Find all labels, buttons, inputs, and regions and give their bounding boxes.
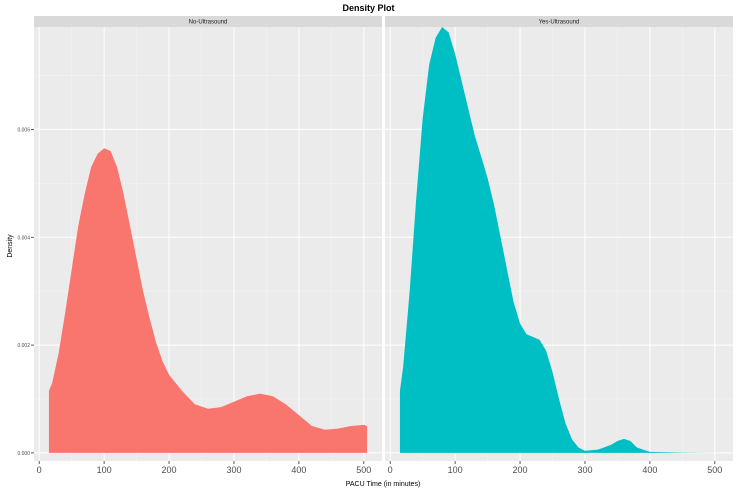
strip-label: Yes-Ultrasound (539, 20, 580, 26)
density-area (48, 148, 368, 453)
x-tick-label: 200 (162, 465, 177, 475)
x-axis-title: PACU Time (in minutes) (346, 481, 421, 488)
x-tick-label: 400 (291, 465, 306, 475)
strip-background (385, 16, 733, 27)
x-tick-label: 500 (356, 465, 371, 475)
panel-yes-ultrasound: Yes-Ultrasound 0 100 200 300 400 500 (385, 16, 733, 475)
y-tick-label: 0.000 (17, 451, 30, 457)
x-tick-label: 0 (37, 465, 42, 475)
panels: No-Ultrasound 0 100 200 300 400 500 0.000 0.002 0… (17, 16, 733, 475)
y-tick-label: 0.002 (17, 343, 30, 349)
y-tick-label: 0.004 (17, 235, 30, 241)
strip-label: No-Ultrasound (189, 20, 228, 26)
x-tick-label: 0 (388, 465, 393, 475)
x-tick-label: 100 (97, 465, 112, 475)
panel-no-ultrasound: No-Ultrasound 0 100 200 300 400 500 0.000 0.002 0… (17, 16, 382, 475)
chart-title: Density Plot (342, 3, 394, 13)
density-area (399, 27, 719, 453)
x-tick-label: 300 (577, 465, 592, 475)
x-tick-label: 100 (448, 465, 463, 475)
y-axis-title: Density (7, 234, 14, 258)
x-tick-label: 200 (513, 465, 528, 475)
y-tick-label: 0.006 (17, 127, 30, 133)
x-tick-label: 300 (226, 465, 241, 475)
x-tick-label: 500 (707, 465, 722, 475)
strip-background (34, 16, 382, 27)
x-tick-label: 400 (642, 465, 657, 475)
